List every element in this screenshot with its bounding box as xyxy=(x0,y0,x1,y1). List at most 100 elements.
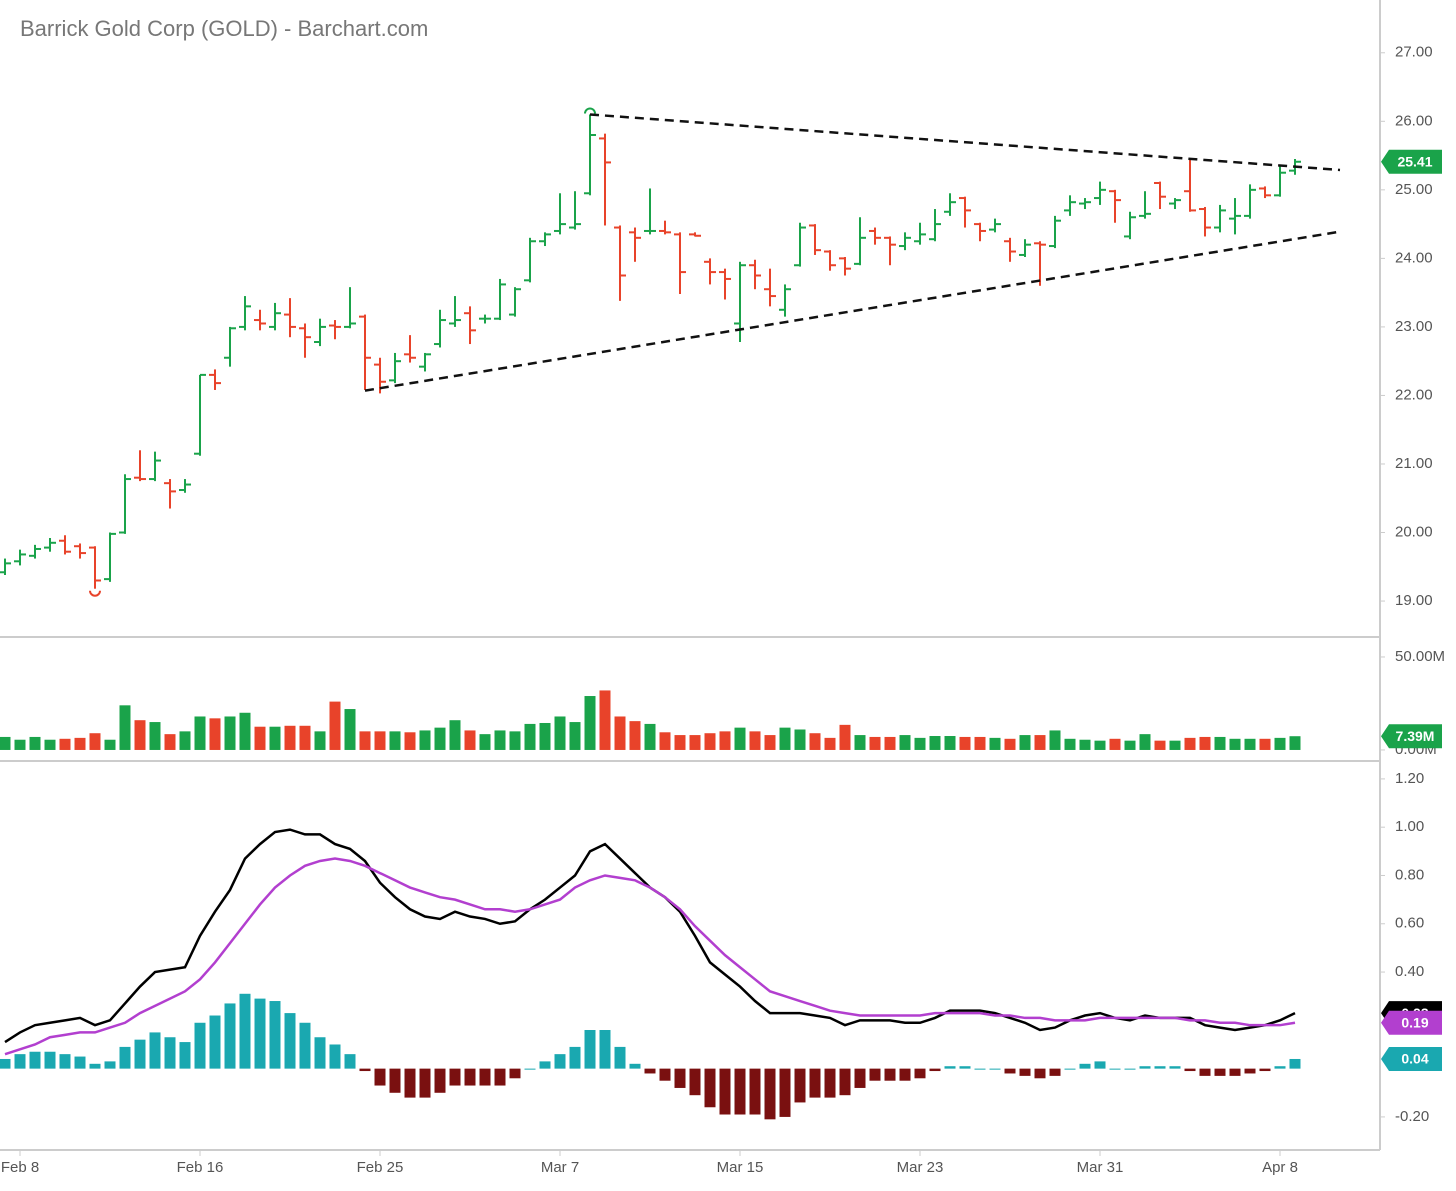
volume-bar xyxy=(689,735,701,750)
ohlc-bar xyxy=(239,296,251,331)
ohlc-bar xyxy=(539,232,551,247)
ohlc-bar xyxy=(1259,186,1271,199)
ohlc-bar xyxy=(1154,181,1166,210)
low-marker xyxy=(89,590,101,597)
ohlc-bar xyxy=(899,232,911,251)
ohlc-bar xyxy=(44,537,56,552)
ohlc-bar xyxy=(404,335,416,363)
volume-bar xyxy=(1184,737,1196,750)
y-tick-label: 27.00 xyxy=(1395,44,1433,61)
histogram-bar xyxy=(464,1068,476,1086)
y-tick-label: 0.80 xyxy=(1395,866,1424,883)
ohlc-bar xyxy=(359,314,371,390)
histogram-bar xyxy=(284,1013,296,1069)
histogram-bar xyxy=(629,1063,641,1069)
ohlc-bar xyxy=(1019,239,1031,258)
histogram-bar xyxy=(614,1046,626,1069)
ohlc-bar xyxy=(644,188,656,235)
histogram-bar xyxy=(1229,1068,1241,1076)
histogram-bar xyxy=(149,1032,161,1069)
y-tick-label: 21.00 xyxy=(1395,455,1433,472)
volume-bar xyxy=(1274,737,1286,750)
histogram-bar xyxy=(914,1068,926,1079)
volume-bar xyxy=(659,732,671,750)
value-badge xyxy=(1381,149,1442,174)
volume-bar xyxy=(1019,735,1031,750)
histogram-bar xyxy=(884,1068,896,1081)
volume-bar xyxy=(1034,735,1046,750)
x-tick-label: Feb 25 xyxy=(357,1159,404,1176)
histogram-bar xyxy=(989,1068,1001,1070)
histogram-bar xyxy=(74,1056,86,1069)
histogram-bar xyxy=(269,1001,281,1069)
volume-bar xyxy=(779,727,791,750)
ohlc-bar xyxy=(314,318,326,347)
volume-bar xyxy=(554,716,566,750)
histogram-bar xyxy=(659,1068,671,1081)
histogram-bar xyxy=(689,1068,701,1096)
volume-bar xyxy=(539,722,551,750)
ohlc-bar xyxy=(809,224,821,255)
histogram-bar xyxy=(299,1022,311,1069)
histogram-bar xyxy=(494,1068,506,1086)
volume-bar xyxy=(149,722,161,750)
y-tick-label: 22.00 xyxy=(1395,386,1433,403)
histogram-bar xyxy=(59,1054,71,1069)
ohlc-bar xyxy=(1124,211,1136,240)
volume-bar xyxy=(194,716,206,750)
histogram-bar xyxy=(539,1061,551,1069)
value-badge xyxy=(1381,1046,1442,1071)
ohlc-bar xyxy=(419,352,431,372)
histogram-bar xyxy=(44,1051,56,1069)
volume-bar xyxy=(299,725,311,750)
ohlc-bar xyxy=(464,306,476,345)
ohlc-bar xyxy=(284,298,296,338)
ohlc-bar xyxy=(179,479,191,493)
volume-bar xyxy=(1094,740,1106,750)
volume-bar xyxy=(314,731,326,750)
y-tick-label: 0.40 xyxy=(1395,963,1424,980)
ohlc-bar xyxy=(0,558,11,576)
ohlc-bar xyxy=(659,220,671,235)
ohlc-bar xyxy=(614,225,626,301)
histogram-bar xyxy=(1169,1066,1181,1069)
histogram-bar xyxy=(854,1068,866,1088)
volume-bar xyxy=(719,731,731,750)
y-tick-label: 24.00 xyxy=(1395,249,1433,266)
histogram-bar xyxy=(1154,1066,1166,1069)
volume-bar xyxy=(824,737,836,750)
y-tick-label: 1.00 xyxy=(1395,818,1424,835)
ohlc-bar xyxy=(554,193,566,235)
histogram-bar xyxy=(779,1068,791,1117)
histogram-bar xyxy=(599,1030,611,1069)
ohlc-bar xyxy=(959,196,971,228)
volume-bar xyxy=(1049,730,1061,750)
volume-bar xyxy=(374,731,386,750)
histogram-bar xyxy=(959,1066,971,1069)
ohlc-bar xyxy=(974,222,986,242)
ohlc-bar xyxy=(74,543,86,559)
volume-bar xyxy=(164,734,176,750)
ohlc-bar xyxy=(944,193,956,216)
volume-bar xyxy=(419,730,431,750)
ohlc-bar xyxy=(524,237,536,283)
ohlc-bar xyxy=(1094,181,1106,205)
ohlc-bar xyxy=(764,268,776,307)
histogram-bar xyxy=(449,1068,461,1086)
high-marker xyxy=(584,107,596,114)
ohlc-bar xyxy=(779,284,791,317)
ohlc-bar xyxy=(209,369,221,390)
volume-bar xyxy=(884,736,896,750)
histogram-bar xyxy=(134,1039,146,1069)
histogram-bar xyxy=(1124,1068,1136,1070)
ohlc-bar xyxy=(194,373,206,456)
histogram-bar xyxy=(1094,1061,1106,1069)
ohlc-bar xyxy=(254,309,266,331)
ohlc-bar xyxy=(1274,165,1286,197)
volume-bar xyxy=(1169,740,1181,750)
trendline xyxy=(589,113,1341,172)
volume-bar xyxy=(569,722,581,750)
ohlc-bar xyxy=(1004,237,1016,262)
volume-bar xyxy=(899,735,911,750)
